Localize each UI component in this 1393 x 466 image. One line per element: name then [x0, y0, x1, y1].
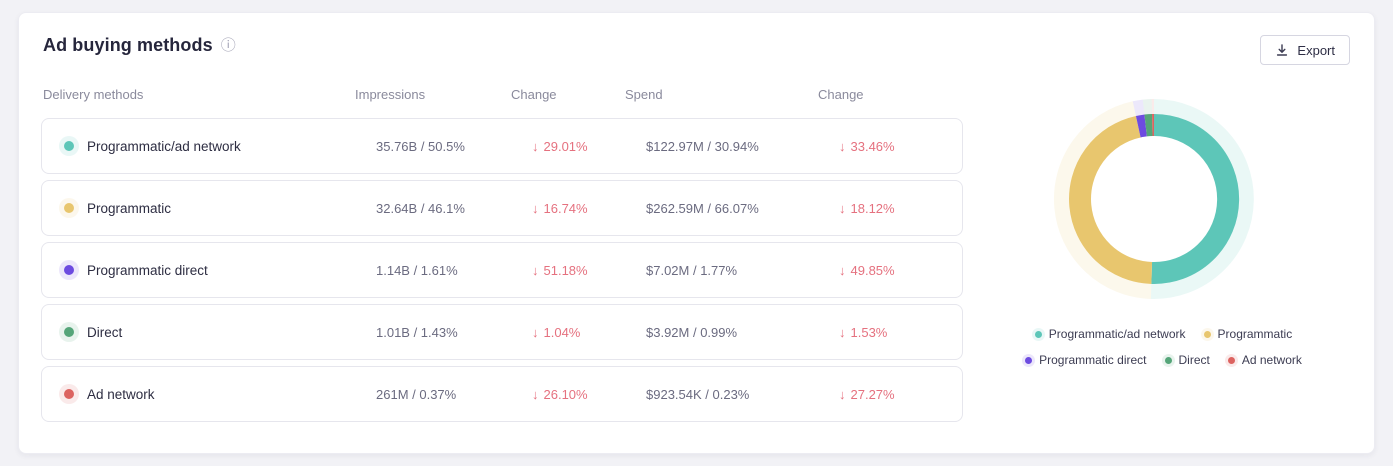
- legend-label: Ad network: [1241, 353, 1302, 367]
- impressions-change-value: 29.01%: [543, 138, 588, 154]
- legend-label: Direct: [1178, 353, 1210, 367]
- arrow-down-icon: ↓: [532, 200, 539, 216]
- table-row[interactable]: Ad network 261M / 0.37% ↓ 26.10% $923.54K…: [41, 366, 963, 422]
- spend-value: $122.97M / 30.94%: [646, 138, 759, 154]
- series-dot: [64, 389, 74, 399]
- legend-label: Programmatic direct: [1039, 353, 1147, 367]
- table-row[interactable]: Programmatic direct 1.14B / 1.61% ↓ 51.18…: [41, 242, 963, 298]
- spend-change: ↓ 49.85%: [839, 263, 962, 278]
- panel-content: Delivery methods Impressions Change Spen…: [19, 87, 1374, 428]
- legend-label: Programmatic: [1217, 327, 1293, 341]
- impressions-value: 35.76B / 50.5%: [376, 138, 465, 154]
- legend-dot: [1025, 356, 1033, 364]
- row-label: Programmatic/ad network: [87, 138, 241, 154]
- spend-change: ↓ 1.53%: [839, 325, 962, 340]
- donut-chart[interactable]: [1044, 89, 1264, 309]
- page-title: Ad buying methods: [43, 35, 213, 55]
- legend-dot: [1034, 330, 1042, 338]
- arrow-down-icon: ↓: [839, 386, 846, 402]
- spend-change-value: 1.53%: [850, 324, 888, 340]
- spend-value: $923.54K / 0.23%: [646, 386, 750, 402]
- impressions-change-value: 26.10%: [543, 386, 588, 402]
- arrow-down-icon: ↓: [532, 262, 539, 278]
- export-button-label: Export: [1297, 42, 1335, 58]
- table-row[interactable]: Programmatic 32.64B / 46.1% ↓ 16.74% $262…: [41, 180, 963, 236]
- impressions-value: 1.01B / 1.43%: [376, 324, 458, 340]
- spend-change: ↓ 33.46%: [839, 139, 962, 154]
- arrow-down-icon: ↓: [532, 386, 539, 402]
- impressions-change: ↓ 1.04%: [532, 325, 646, 340]
- info-icon[interactable]: ⓘ: [220, 37, 236, 54]
- spend-value: $262.59M / 66.07%: [646, 200, 759, 216]
- series-dot: [64, 141, 74, 151]
- spend-value: $7.02M / 1.77%: [646, 262, 738, 278]
- impressions-value: 261M / 0.37%: [376, 386, 457, 402]
- arrow-down-icon: ↓: [839, 200, 846, 216]
- row-label: Programmatic: [87, 200, 172, 216]
- chart-area: Programmatic/ad network Programmatic Pro…: [963, 87, 1374, 428]
- impressions-change: ↓ 26.10%: [532, 387, 646, 402]
- row-label: Direct: [87, 324, 123, 340]
- panel-header: Ad buying methods ⓘ Export: [19, 13, 1374, 65]
- spend-value: $3.92M / 0.99%: [646, 324, 738, 340]
- table-row[interactable]: Direct 1.01B / 1.43% ↓ 1.04% $3.92M / 0.9…: [41, 304, 963, 360]
- series-dot: [64, 265, 74, 275]
- legend-item-programmatic-ad-network[interactable]: Programmatic/ad network: [1034, 327, 1186, 341]
- col-header-spend-change: Change: [818, 87, 864, 102]
- spend-change-value: 18.12%: [850, 200, 895, 216]
- legend-dot: [1164, 356, 1172, 364]
- spend-change-value: 27.27%: [850, 386, 895, 402]
- spend-change: ↓ 18.12%: [839, 201, 962, 216]
- row-label: Programmatic direct: [87, 262, 208, 278]
- chart-legend: Programmatic/ad network Programmatic Pro…: [984, 327, 1344, 367]
- download-icon: [1275, 43, 1289, 57]
- col-header-impressions-change: Change: [511, 87, 557, 102]
- row-label: Ad network: [87, 386, 155, 402]
- arrow-down-icon: ↓: [839, 262, 846, 278]
- export-button[interactable]: Export: [1260, 35, 1350, 65]
- table-header-row: Delivery methods Impressions Change Spen…: [41, 87, 963, 118]
- legend-item-programmatic-direct[interactable]: Programmatic direct: [1025, 353, 1147, 367]
- legend-item-ad-network[interactable]: Ad network: [1227, 353, 1302, 367]
- impressions-value: 1.14B / 1.61%: [376, 262, 458, 278]
- series-dot: [64, 203, 74, 213]
- legend-label: Programmatic/ad network: [1048, 327, 1186, 341]
- impressions-change-value: 1.04%: [543, 324, 581, 340]
- impressions-change: ↓ 29.01%: [532, 139, 646, 154]
- spend-change: ↓ 27.27%: [839, 387, 962, 402]
- impressions-change-value: 51.18%: [543, 262, 588, 278]
- impressions-change: ↓ 51.18%: [532, 263, 646, 278]
- col-header-spend: Spend: [625, 87, 663, 102]
- arrow-down-icon: ↓: [839, 324, 846, 340]
- legend-item-direct[interactable]: Direct: [1164, 353, 1210, 367]
- table-row[interactable]: Programmatic/ad network 35.76B / 50.5% ↓…: [41, 118, 963, 174]
- impressions-change: ↓ 16.74%: [532, 201, 646, 216]
- ad-buying-methods-panel: Ad buying methods ⓘ Export Delivery meth…: [18, 12, 1375, 454]
- impressions-change-value: 16.74%: [543, 200, 588, 216]
- spend-change-value: 33.46%: [850, 138, 895, 154]
- arrow-down-icon: ↓: [532, 138, 539, 154]
- impressions-value: 32.64B / 46.1%: [376, 200, 465, 216]
- col-header-delivery-methods: Delivery methods: [43, 87, 144, 102]
- arrow-down-icon: ↓: [839, 138, 846, 154]
- spend-change-value: 49.85%: [850, 262, 895, 278]
- legend-dot: [1227, 356, 1235, 364]
- series-dot: [64, 327, 74, 337]
- delivery-methods-table: Delivery methods Impressions Change Spen…: [41, 87, 963, 428]
- legend-item-programmatic[interactable]: Programmatic: [1203, 327, 1293, 341]
- col-header-impressions: Impressions: [355, 87, 426, 102]
- arrow-down-icon: ↓: [532, 324, 539, 340]
- legend-dot: [1203, 330, 1211, 338]
